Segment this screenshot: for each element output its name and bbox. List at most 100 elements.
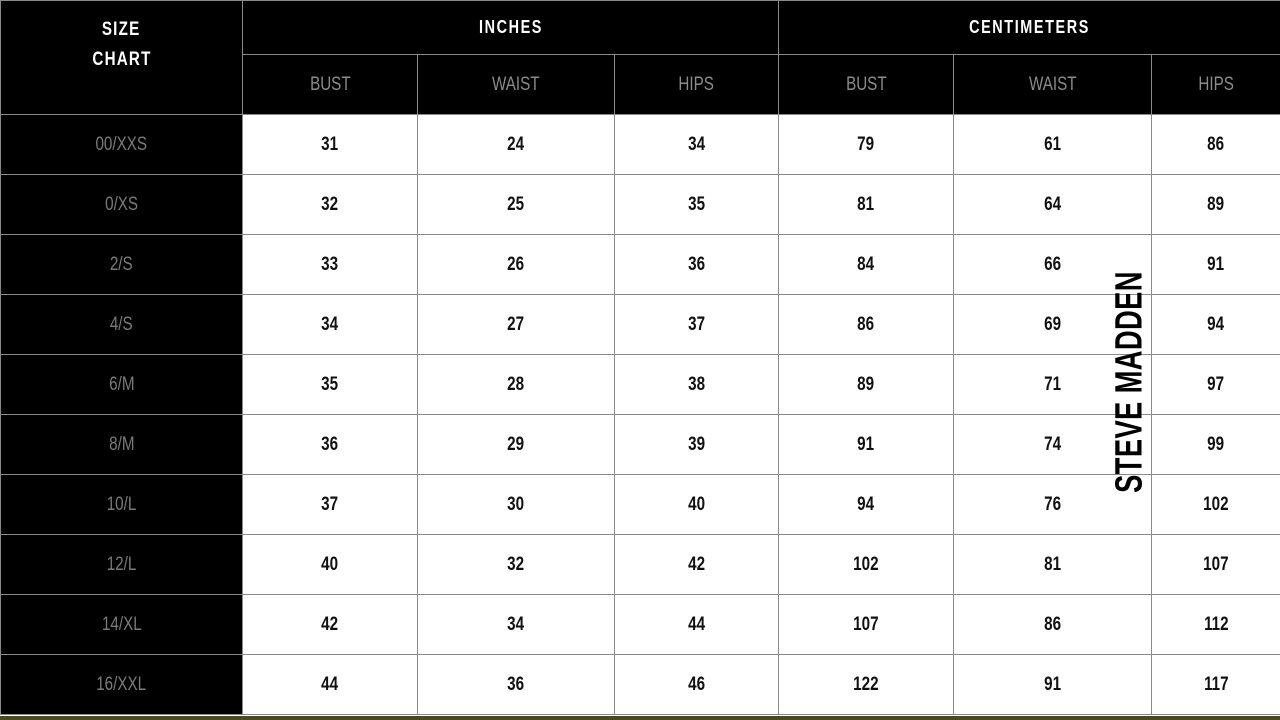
group-inches: INCHES xyxy=(241,0,780,55)
measurement-cell: 32 xyxy=(417,534,615,595)
size-label: 16/XXL xyxy=(0,654,243,715)
measurement-value: 89 xyxy=(857,373,875,395)
size-label: 14/XL xyxy=(0,594,243,655)
measurement-cell: 91 xyxy=(953,654,1153,715)
measurement-value: 64 xyxy=(1044,193,1061,215)
table-row: 0/XS 32 25 35 81 64 89 xyxy=(0,174,1280,235)
measurement-cell: 81 xyxy=(778,174,955,235)
measurement-cell: 42 xyxy=(613,534,780,595)
measurement-value: 33 xyxy=(321,253,339,275)
size-label: 10/L xyxy=(0,474,243,535)
column-header-hips: HIPS xyxy=(613,54,780,115)
measurement-cell: 29 xyxy=(417,414,615,475)
measurement-cell: 31 xyxy=(242,114,418,175)
measurement-cell: 25 xyxy=(417,174,615,235)
size-text: 8/M xyxy=(108,433,135,455)
column-header-bust: BUST xyxy=(778,54,955,115)
measurement-cell: 27 xyxy=(417,294,615,355)
size-label: 8/M xyxy=(0,414,243,475)
measurement-value: 91 xyxy=(857,433,875,455)
measurement-value: 34 xyxy=(507,613,525,635)
measurement-value: 44 xyxy=(321,673,339,695)
table-row: 6/M 35 28 38 89 71 97 xyxy=(0,354,1280,415)
measurement-value: 37 xyxy=(688,313,705,335)
measurement-cell: 61 xyxy=(953,114,1153,175)
measurement-value: 39 xyxy=(688,433,705,455)
measurement-value: 94 xyxy=(1207,313,1225,335)
measurement-cell: 39 xyxy=(613,414,780,475)
measurement-value: 81 xyxy=(857,193,875,215)
size-text: 4/S xyxy=(110,313,133,335)
measurement-value: 107 xyxy=(1203,553,1229,575)
group-centimeters: CENTIMETERS xyxy=(778,0,1280,55)
measurement-cell: 42 xyxy=(242,594,418,655)
measurement-cell: 37 xyxy=(242,474,418,535)
measurement-value: 24 xyxy=(507,133,525,155)
size-chart-title: SIZE CHART xyxy=(0,0,243,115)
size-text: 2/S xyxy=(110,253,133,275)
measurement-value: 91 xyxy=(1207,253,1225,275)
measurement-value: 74 xyxy=(1044,433,1061,455)
measurement-cell: 46 xyxy=(613,654,780,715)
measurement-cell: 69 xyxy=(953,294,1153,355)
measurement-cell: 99 xyxy=(1151,414,1280,475)
title-line: SIZE xyxy=(102,19,141,40)
measurement-cell: 26 xyxy=(417,234,615,295)
measurement-cell: 33 xyxy=(242,234,418,295)
measurement-cell: 81 xyxy=(953,534,1153,595)
measurement-value: 40 xyxy=(321,553,339,575)
measurement-cell: 79 xyxy=(778,114,955,175)
measurement-cell: 32 xyxy=(242,174,418,235)
column-header-hips: HIPS xyxy=(1151,54,1280,115)
measurement-value: 44 xyxy=(688,613,705,635)
measurement-value: 38 xyxy=(688,373,705,395)
measurement-value: 122 xyxy=(853,673,879,695)
bottom-border xyxy=(0,716,1280,720)
measurement-value: 40 xyxy=(688,493,705,515)
measurement-cell: 34 xyxy=(417,594,615,655)
measurement-value: 86 xyxy=(1044,613,1061,635)
measurement-cell: 74 xyxy=(953,414,1153,475)
size-text: 16/XXL xyxy=(96,673,147,695)
size-label: 0/XS xyxy=(0,174,243,235)
column-label: BUST xyxy=(309,73,351,95)
measurement-value: 86 xyxy=(857,313,875,335)
size-label: 6/M xyxy=(0,354,243,415)
size-text: 0/XS xyxy=(105,193,138,215)
measurement-value: 112 xyxy=(1203,613,1229,635)
measurement-cell: 107 xyxy=(1151,534,1280,595)
size-text: 10/L xyxy=(106,493,137,515)
measurement-value: 34 xyxy=(321,313,339,335)
column-header-waist: WAIST xyxy=(417,54,615,115)
measurement-value: 36 xyxy=(507,673,525,695)
column-label: BUST xyxy=(845,73,887,95)
title-line: CHART xyxy=(91,49,152,70)
measurement-cell: 44 xyxy=(613,594,780,655)
measurement-cell: 37 xyxy=(613,294,780,355)
measurement-cell: 86 xyxy=(1151,114,1280,175)
measurement-value: 31 xyxy=(321,133,339,155)
measurement-value: 69 xyxy=(1044,313,1061,335)
steve-madden-logo: STEVE MADDEN xyxy=(1109,228,1152,536)
measurement-value: 66 xyxy=(1044,253,1061,275)
measurement-cell: 24 xyxy=(417,114,615,175)
measurement-cell: 35 xyxy=(613,174,780,235)
measurement-value: 99 xyxy=(1207,433,1225,455)
measurement-value: 46 xyxy=(688,673,705,695)
measurement-value: 79 xyxy=(857,133,875,155)
table-row: 2/S 33 26 36 84 66 91 xyxy=(0,234,1280,295)
size-label: 12/L xyxy=(0,534,243,595)
measurement-value: 102 xyxy=(1203,493,1229,515)
measurement-cell: 64 xyxy=(953,174,1153,235)
table-row: 8/M 36 29 39 91 74 99 xyxy=(0,414,1280,475)
measurement-value: 32 xyxy=(321,193,339,215)
measurement-cell: 40 xyxy=(613,474,780,535)
measurement-value: 36 xyxy=(688,253,705,275)
measurement-value: 30 xyxy=(507,493,525,515)
measurement-value: 35 xyxy=(321,373,339,395)
size-text: 14/XL xyxy=(101,613,142,635)
logo-text: STEVE MADDEN xyxy=(1108,271,1151,493)
size-text: 00/XXS xyxy=(95,133,148,155)
measurement-value: 84 xyxy=(857,253,875,275)
measurement-value: 42 xyxy=(321,613,339,635)
